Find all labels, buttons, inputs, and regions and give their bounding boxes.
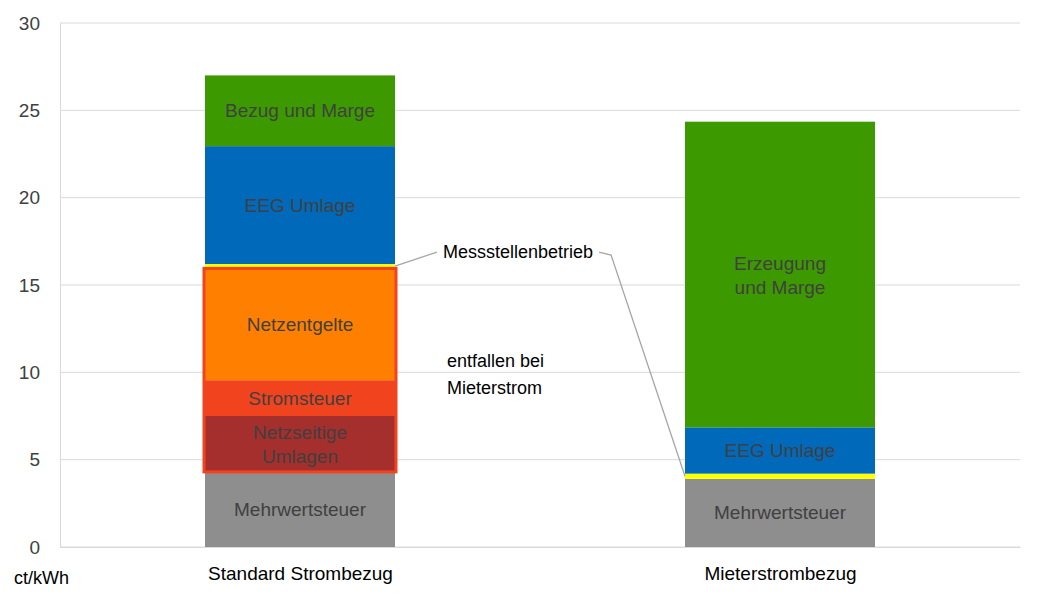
tick: 30 [19,13,60,34]
series [205,75,395,146]
series [205,472,875,547]
tick-label: 0 [29,537,40,558]
tick-label: 30 [19,13,40,34]
leader-line [395,252,437,266]
axis-line [60,24,61,548]
annotations: Messstellenbetrieb entfallen bei Mieterstr… [204,242,685,476]
plot: 0 5 10 15 20 25 30 Messstellenbetrieb entfallen … [19,13,1021,585]
tick-label: Mieterstrombezug [704,563,856,584]
bar-segment [205,380,395,416]
axis-title: ct/kWh [14,568,69,588]
tick: 0 [29,537,60,558]
segment-label: NetzseitigeUmlagen [253,421,347,466]
grid-line [60,197,1020,198]
segment-labels: Mehrwertsteuer Mehrwertsteuer NetzseitigeU… [225,100,847,523]
segment-label: Bezug und Marge [225,100,375,121]
bar-segment [205,75,395,76]
tick-label: 20 [19,187,40,208]
bar-segment [685,427,875,473]
tick: Mieterstrombezug [704,547,856,584]
annotation: Mieterstrom [447,378,542,398]
tick-label: Standard Strombezug [208,563,393,584]
tick: 5 [29,449,60,470]
bar-segment [205,75,395,146]
tick: 20 [19,187,60,208]
x-axis: Standard Strombezug Mieterstrombezug [61,547,1021,584]
segment-label: Stromsteuer [248,388,352,409]
segment-label: Mehrwertsteuer [714,502,847,523]
series [685,122,875,428]
series [205,380,395,416]
grid-line [60,110,1020,111]
segment-label: Netzentgelte [247,314,354,335]
bar-segment [205,268,395,380]
tick-label: 15 [19,275,40,296]
series [205,416,395,472]
bar-segment [685,474,875,479]
segment-label: EEG Umlage [245,195,356,216]
bar-segment [685,122,875,428]
chart: 0 5 10 15 20 25 30 Messstellenbetrieb entfallen … [0,0,1040,600]
bar-segment [205,472,395,547]
bar-segment [205,416,395,472]
tick-label: 25 [19,100,40,121]
annotation: entfallen bei [447,351,544,371]
axis-line [61,547,1021,548]
series [205,268,395,380]
tick: 15 [19,275,60,296]
leader-line [599,252,685,476]
segment-label: Mehrwertsteuer [234,499,367,520]
tick: 10 [19,362,60,383]
callout-label: Messstellenbetrieb [443,242,593,262]
tick: Standard Strombezug [208,547,393,584]
bar-segment [685,479,875,547]
tick-label: 10 [19,362,40,383]
y-axis: 0 5 10 15 20 25 30 [19,13,61,558]
grid-line [60,547,1020,548]
segment-label: Erzeugungund Marge [734,252,826,297]
highlight-box [204,268,396,471]
tick-label: 5 [29,449,40,470]
segment-label: EEG Umlage [725,440,836,461]
tick: 25 [19,100,60,121]
grid-line [60,23,1020,24]
bars [205,75,875,547]
bar-segment [205,146,395,264]
grid [60,23,1020,547]
